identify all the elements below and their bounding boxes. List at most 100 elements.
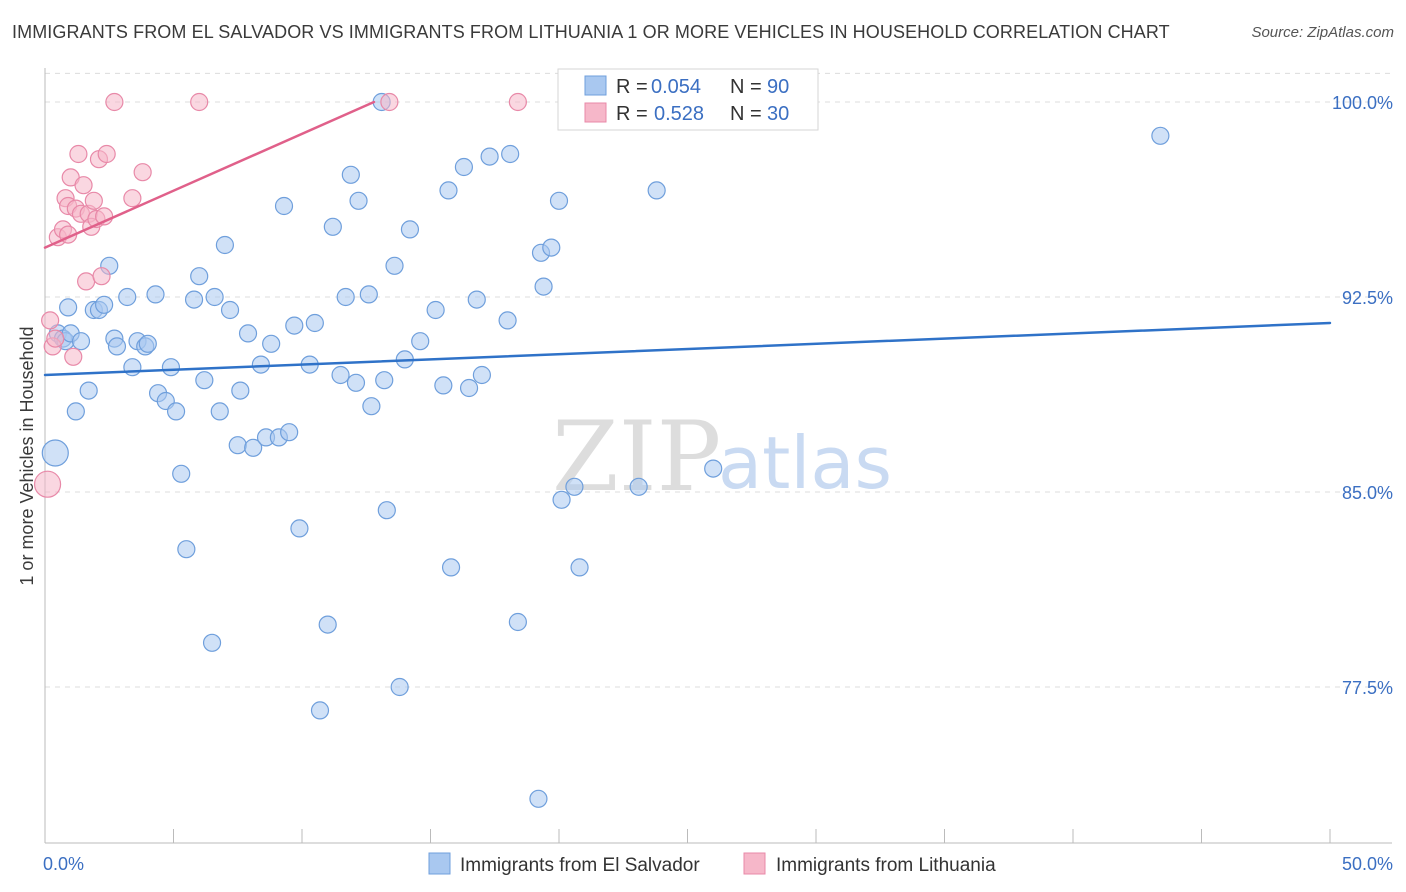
el-salvador-point <box>123 358 142 377</box>
x-tick-label: 50.0% <box>1342 854 1393 874</box>
el-salvador-point <box>362 397 381 416</box>
series-legend-label-el-salvador: Immigrants from El Salvador <box>460 855 700 876</box>
el-salvador-point <box>310 701 330 720</box>
el-salvador-point <box>385 256 404 275</box>
el-salvador-point <box>467 290 486 309</box>
points-layer <box>33 92 1170 808</box>
el-salvador-point <box>349 191 368 210</box>
el-salvador-point <box>549 191 569 210</box>
grid-layer <box>45 72 1392 688</box>
chart-title: IMMIGRANTS FROM EL SALVADOR VS IMMIGRANT… <box>12 22 1170 42</box>
el-salvador-point <box>331 365 350 385</box>
lithuania-point <box>33 470 62 498</box>
el-salvador-point <box>704 459 723 478</box>
stats-legend-r-label-2: R = <box>616 103 648 125</box>
el-salvador-point <box>228 436 247 455</box>
el-salvador-point <box>377 501 396 520</box>
el-salvador-point <box>390 677 409 697</box>
el-salvador-point <box>71 332 91 351</box>
series-legend-label-lithuania: Immigrants from Lithuania <box>776 855 996 876</box>
tick-label-layer: 100.0% 92.5% 85.0% 77.5% 0.0% 50.0% <box>43 93 1393 874</box>
el-salvador-point <box>305 313 324 333</box>
lithuania-point <box>64 347 83 366</box>
stats-legend-swatch-lithuania <box>584 102 607 123</box>
el-salvador-point <box>107 337 127 356</box>
el-salvador-point <box>138 334 157 353</box>
el-salvador-point <box>323 217 342 236</box>
stats-legend-swatch-el-salvador <box>584 75 607 96</box>
stats-legend-n-label-2: N = <box>730 103 762 125</box>
watermark-zip: ZIP <box>552 401 721 513</box>
el-salvador-point <box>262 334 281 353</box>
el-salvador-point <box>534 277 553 296</box>
y-tick-label: 85.0% <box>1342 483 1393 503</box>
lithuania-point <box>133 163 152 182</box>
el-salvador-point <box>166 402 186 421</box>
el-salvador-point <box>285 316 304 335</box>
el-salvador-point <box>190 267 209 286</box>
y-tick-label: 77.5% <box>1342 678 1393 698</box>
el-salvador-point <box>41 439 69 467</box>
series-legend-swatch-el-salvador <box>428 852 451 875</box>
lithuania-point <box>74 176 93 195</box>
el-salvador-point <box>220 300 240 320</box>
el-salvador-point <box>244 438 263 457</box>
lithuania-point <box>77 272 96 291</box>
el-salvador-point <box>195 371 214 390</box>
el-salvador-point <box>426 300 445 320</box>
el-salvador-point <box>508 612 527 632</box>
el-salvador-point <box>375 371 394 390</box>
stats-legend-r-label-1: R = <box>616 76 648 98</box>
el-salvador-point <box>118 287 137 307</box>
el-salvador-point <box>629 477 648 496</box>
lithuania-point <box>123 189 142 208</box>
el-salvador-point <box>439 181 458 200</box>
el-salvador-point <box>95 295 114 314</box>
el-salvador-point <box>146 285 165 304</box>
trend-layer <box>43 100 1332 377</box>
lithuania-point <box>84 191 103 210</box>
stats-legend-n-value-2: 30 <box>767 103 789 125</box>
el-salvador-point <box>359 285 378 304</box>
watermark-atlas: atlas <box>718 421 892 505</box>
lithuania-point <box>46 329 65 348</box>
el-salvador-point <box>172 464 191 483</box>
stats-legend-n-value-1: 90 <box>767 76 789 98</box>
el-salvador-point <box>231 381 250 400</box>
el-salvador-point <box>441 558 461 577</box>
el-salvador-point <box>454 157 474 177</box>
el-salvador-point <box>480 147 499 166</box>
el-salvador-point <box>336 287 355 307</box>
el-salvador-point <box>210 402 229 421</box>
el-salvador-point <box>59 298 78 317</box>
lithuania-point <box>190 92 209 112</box>
lithuania-point <box>41 311 60 330</box>
el-salvador-point <box>280 423 299 442</box>
el-salvador-point <box>251 355 270 374</box>
el-salvador-point <box>318 615 337 634</box>
el-salvador-point <box>290 519 309 538</box>
y-tick-label: 100.0% <box>1332 93 1393 113</box>
y-axis-label: 1 or more Vehicles in Household <box>17 326 37 585</box>
lithuania-trend-line <box>43 100 376 249</box>
el-salvador-point <box>565 477 584 496</box>
lithuania-point <box>92 267 111 286</box>
lithuania-point <box>508 92 527 112</box>
el-salvador-point <box>177 540 196 559</box>
el-salvador-point <box>341 165 360 184</box>
el-salvador-point <box>184 290 204 309</box>
el-salvador-point <box>529 789 548 808</box>
el-salvador-point <box>501 144 520 164</box>
el-salvador-point <box>202 633 222 652</box>
lithuania-point <box>69 144 88 164</box>
el-salvador-point <box>238 324 258 343</box>
el-salvador-point <box>459 378 479 398</box>
el-salvador-point <box>346 373 366 392</box>
el-salvador-point <box>647 181 666 200</box>
watermark: ZIP atlas <box>552 401 892 513</box>
el-salvador-point <box>542 238 561 257</box>
stats-legend-n-label-1: N = <box>730 76 762 98</box>
lithuania-point <box>105 92 124 112</box>
el-salvador-point <box>1151 126 1170 145</box>
